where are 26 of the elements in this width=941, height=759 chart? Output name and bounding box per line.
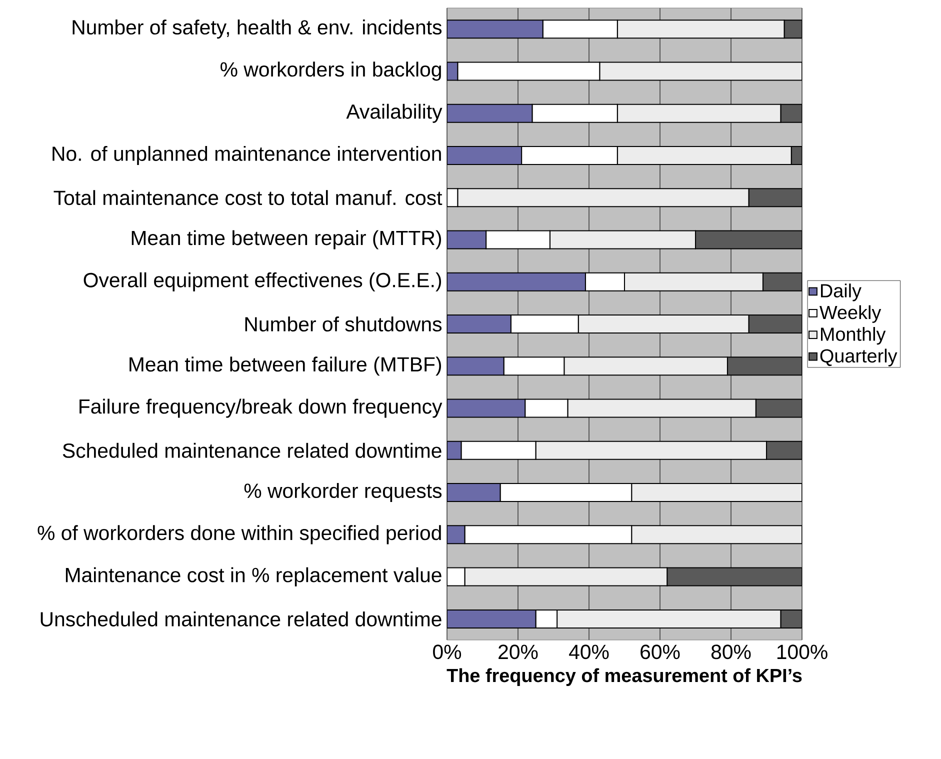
x-axis-title: The frequency of measurement of KPI’s bbox=[446, 668, 802, 686]
y-tick-label: Unscheduled maintenance related downtime bbox=[40, 611, 442, 626]
x-tick-label: 80% bbox=[711, 644, 751, 660]
y-tick-label: % of workorders done within specified period bbox=[38, 525, 441, 544]
y-tick-label: % workorders in backlog bbox=[220, 62, 441, 81]
x-tick-label: 20% bbox=[498, 644, 538, 660]
y-tick-label: Maintenance cost in % replacement value bbox=[66, 567, 442, 586]
x-tick-label: 60% bbox=[640, 644, 680, 660]
y-tick-label: Overall equipment effectivenes (O.E.E.) bbox=[84, 272, 442, 292]
y-tick-label: Mean time between repair (MTTR) bbox=[132, 230, 441, 250]
x-tick-label: 40% bbox=[569, 644, 609, 660]
y-tick-label: No. of unplanned maintenance intervention bbox=[52, 146, 441, 165]
y-tick-label: Total maintenance cost to total manuf. cost bbox=[54, 190, 442, 206]
y-tick-label: % workorder requests bbox=[244, 483, 442, 502]
y-tick-label: Number of shutdowns bbox=[245, 316, 442, 332]
y-tick-label: Number of safety, health & env. incidents bbox=[72, 20, 442, 39]
x-tick-label: 100% bbox=[777, 644, 828, 660]
y-tick-label: Availability bbox=[346, 104, 442, 123]
legend-label: Quarterly bbox=[820, 348, 898, 366]
legend-label: Monthly bbox=[821, 326, 886, 345]
y-tick-label: Failure frequency/break down frequency bbox=[80, 398, 442, 418]
y-tick-label: Mean time between failure (MTBF) bbox=[130, 356, 442, 376]
y-tick-label: Scheduled maintenance related downtime bbox=[62, 442, 442, 458]
legend-label: Weekly bbox=[820, 305, 882, 323]
legend-label: Daily bbox=[821, 284, 862, 302]
x-tick-label: 0% bbox=[433, 644, 462, 660]
